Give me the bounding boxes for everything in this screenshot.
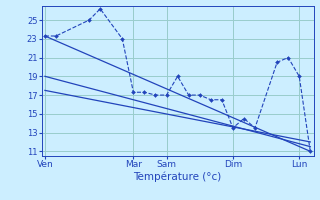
X-axis label: Température (°c): Température (°c) — [133, 172, 222, 182]
